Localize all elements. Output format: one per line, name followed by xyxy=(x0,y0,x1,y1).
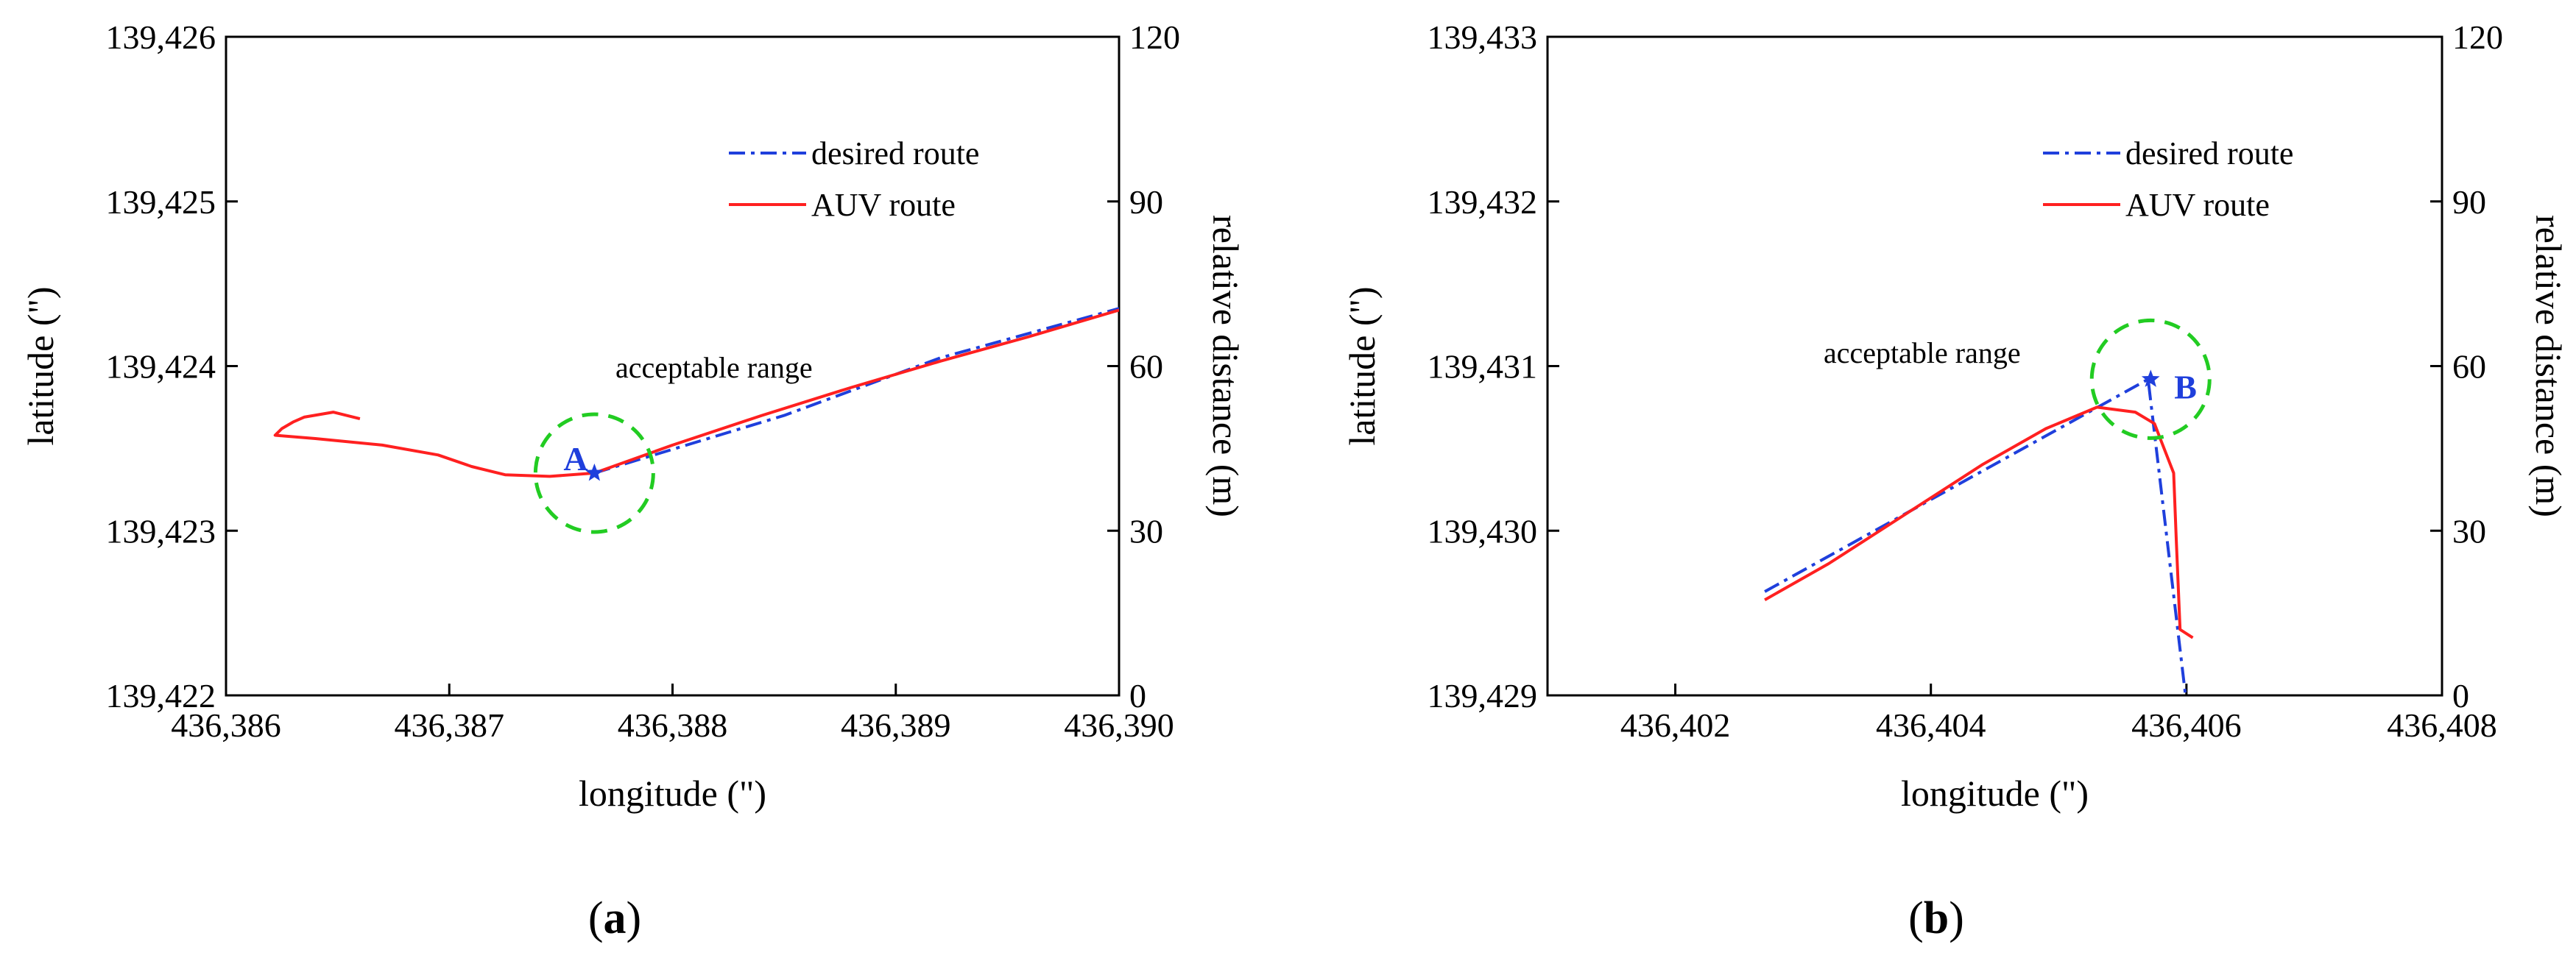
annotation-label: acceptable range xyxy=(615,351,813,384)
chart-panel-b: 139,429 139,430 139,431 139,432 139,433 0 30 60… xyxy=(1341,18,2569,943)
x-tick-label: 436,408 xyxy=(2387,706,2497,744)
legend-entry: AUV route xyxy=(2125,187,2270,223)
legend-entry: desired route xyxy=(811,135,979,171)
x-axis-label: longitude (") xyxy=(579,773,766,814)
series-line-auv-route xyxy=(1764,405,2194,639)
plot-area xyxy=(273,307,1119,478)
y-tick-label: 139,425 xyxy=(106,183,216,221)
y-right-tick-label: 60 xyxy=(2452,348,2486,386)
y-right-tick-label: 120 xyxy=(1129,18,1180,56)
x-tick-label: 436,388 xyxy=(618,706,728,744)
legend-entry: AUV route xyxy=(811,187,956,223)
y-tick-label: 139,429 xyxy=(1428,677,1538,714)
y-right-tick-label: 90 xyxy=(2452,183,2486,221)
acceptable-range-circle xyxy=(2089,318,2212,440)
y-right-axis-label: relative distance (m) xyxy=(2528,215,2569,517)
star-marker-a xyxy=(585,463,604,481)
star-marker-b xyxy=(2141,369,2160,387)
y-tick-label: 139,422 xyxy=(106,677,216,714)
y-tick-label: 139,431 xyxy=(1428,348,1538,386)
y-tick-label: 139,426 xyxy=(106,18,216,56)
y-tick-label: 139,432 xyxy=(1428,183,1538,221)
annotation-label: acceptable range xyxy=(1824,336,2021,369)
x-tick-label: 436,387 xyxy=(395,706,505,744)
acceptable-range-circle xyxy=(533,412,655,534)
point-label-a: A xyxy=(563,440,587,478)
y-right-tick-label: 0 xyxy=(2452,677,2469,714)
legend: desired route AUV route xyxy=(729,135,979,223)
y-right-tick-label: 90 xyxy=(1129,183,1163,221)
y-right-tick-label: 30 xyxy=(2452,512,2486,550)
x-tick-label: 436,402 xyxy=(1620,706,1731,744)
panel-label: (a) xyxy=(588,893,641,943)
x-tick-label: 436,406 xyxy=(2131,706,2242,744)
y-right-tick-label: 0 xyxy=(1129,677,1146,714)
panel-label: (b) xyxy=(1908,893,1964,943)
y-tick-label: 139,424 xyxy=(106,348,216,386)
series-line-desired-route xyxy=(593,307,1119,475)
y-right-tick-label: 30 xyxy=(1129,512,1163,550)
chart-panel-a: 139,422 139,423 139,424 139,425 139,426 0 30 60… xyxy=(20,18,1246,943)
y-tick-label: 139,430 xyxy=(1428,512,1538,550)
x-tick-label: 436,386 xyxy=(171,706,281,744)
series-line-desired-route xyxy=(1764,377,2187,695)
x-tick-label: 436,404 xyxy=(1876,706,1986,744)
point-label-b: B xyxy=(2174,368,2197,405)
x-tick-label: 436,389 xyxy=(841,706,951,744)
plot-area xyxy=(1764,377,2194,695)
y-right-tick-label: 60 xyxy=(1129,348,1163,386)
y-tick-label: 139,433 xyxy=(1428,18,1538,56)
legend: desired route AUV route xyxy=(2043,135,2293,223)
x-axis-label: longitude (") xyxy=(1901,773,2089,814)
legend-entry: desired route xyxy=(2125,135,2293,171)
series-line-auv-route xyxy=(273,308,1119,478)
y-axis-label: latitude (") xyxy=(20,286,61,445)
y-right-tick-label: 120 xyxy=(2452,18,2503,56)
x-tick-label: 436,390 xyxy=(1064,706,1174,744)
y-right-axis-label: relative distance (m) xyxy=(1205,215,1246,517)
y-tick-label: 139,423 xyxy=(106,512,216,550)
y-axis-label: latitude (") xyxy=(1341,286,1383,445)
